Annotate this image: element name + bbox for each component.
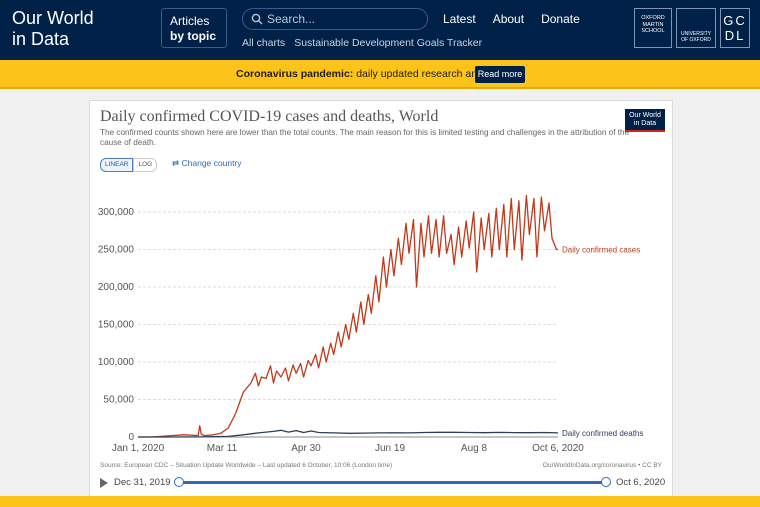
cases-line (137, 194, 558, 438)
chart-plot: 0 50,000 100,000 150,000 200,000 250,000 300,0… (98, 194, 643, 454)
coronavirus-banner: Coronavirus pandemic: daily updated rese… (0, 60, 760, 89)
banner-text: Coronavirus pandemic: daily updated rese… (236, 68, 509, 80)
x-tick-label: Aug 8 (461, 443, 488, 454)
gcdl-logo[interactable]: GC DL (720, 8, 750, 48)
gcdl-text: GC DL (723, 13, 747, 43)
deaths-line (138, 429, 559, 438)
oxford-martin-logo[interactable]: OXFORD MARTIN SCHOOL (634, 8, 672, 48)
change-country-label: Change country (181, 158, 242, 168)
y-tick-label: 200,000 (98, 282, 135, 293)
oxford-martin-text: OXFORD MARTIN SCHOOL (641, 15, 665, 34)
timeline-start-label: Dec 31, 2019 (114, 477, 171, 488)
chart-title: Daily confirmed COVID-19 cases and death… (100, 108, 439, 125)
y-tick-label: 300,000 (98, 207, 135, 218)
x-tick-label: Oct 6, 2020 (532, 443, 584, 454)
y-tick-label: 150,000 (98, 320, 135, 331)
timeline-end-label: Oct 6, 2020 (616, 477, 666, 488)
banner-bold: Coronavirus pandemic: (236, 68, 354, 80)
logo-line1: Our World (12, 8, 94, 28)
nav-about[interactable]: About (492, 12, 525, 26)
chart-license[interactable]: OurWorldInData.org/coronavirus • CC BY (542, 462, 662, 469)
site-header: Our World in Data Articles by topic Sear… (0, 0, 760, 60)
oxford-university-text: UNIVERSITY OF OXFORD (680, 31, 711, 43)
chart-card: Daily confirmed COVID-19 cases and death… (89, 100, 673, 498)
search-placeholder: Search... (267, 12, 316, 26)
y-tick-label: 50,000 (103, 395, 134, 406)
play-icon[interactable] (100, 478, 108, 488)
timeline-end-handle[interactable] (601, 477, 611, 487)
articles-sub-label: by topic (170, 29, 217, 43)
banner-message: daily updated research and data. (353, 68, 510, 80)
nav-donate[interactable]: Donate (541, 12, 580, 26)
change-country-button[interactable]: ⇄ Change country (172, 158, 242, 169)
sdg-tracker-link[interactable]: Sustainable Development Goals Tracker (294, 37, 483, 49)
deaths-series-label: Daily confirmed deaths (562, 429, 643, 438)
cases-series-label: Daily confirmed cases (562, 246, 640, 255)
nav-latest[interactable]: Latest (443, 12, 476, 26)
x-tick-label: Jan 1, 2020 (112, 443, 165, 454)
swap-arrows-icon: ⇄ (172, 158, 180, 168)
y-tick-label: 100,000 (98, 357, 135, 368)
x-tick-label: Jun 19 (375, 443, 405, 454)
oxford-university-logo[interactable]: UNIVERSITY OF OXFORD (676, 8, 716, 48)
x-tick-label: Apr 30 (291, 443, 321, 454)
badge-line1: Our World (629, 112, 661, 119)
top-nav: Latest About Donate (443, 12, 597, 26)
linear-scale-button[interactable]: LINEAR (100, 158, 134, 172)
owid-badge[interactable]: Our World in Data (625, 109, 665, 132)
logo-line2: in Data (12, 29, 70, 49)
bottom-banner-strip (0, 496, 760, 507)
articles-by-topic-button[interactable]: Articles by topic (161, 8, 227, 48)
y-tick-label: 250,000 (98, 245, 135, 256)
owid-logo[interactable]: Our World in Data (12, 8, 94, 50)
articles-label: Articles (170, 14, 210, 28)
x-tick-label: Mar 11 (207, 443, 238, 454)
timeline: Dec 31, 2019 Oct 6, 2020 (90, 473, 674, 493)
badge-line2: in Data (633, 120, 657, 127)
read-more-button[interactable]: Read more (475, 66, 525, 83)
y-tick-label: 0 (128, 432, 134, 443)
timeline-start-handle[interactable] (174, 477, 184, 487)
search-icon (251, 13, 263, 25)
chart-source: Source: European CDC – Situation Update … (100, 462, 393, 469)
scale-toggle: LINEAR LOG (100, 158, 158, 172)
header-sublinks: All charts Sustainable Development Goals … (242, 37, 491, 49)
search-input[interactable]: Search... (242, 8, 428, 30)
chart-subtitle: The confirmed counts shown here are lowe… (100, 128, 630, 147)
timeline-track[interactable] (179, 481, 605, 484)
all-charts-link[interactable]: All charts (242, 37, 286, 49)
log-scale-button[interactable]: LOG (133, 158, 158, 172)
